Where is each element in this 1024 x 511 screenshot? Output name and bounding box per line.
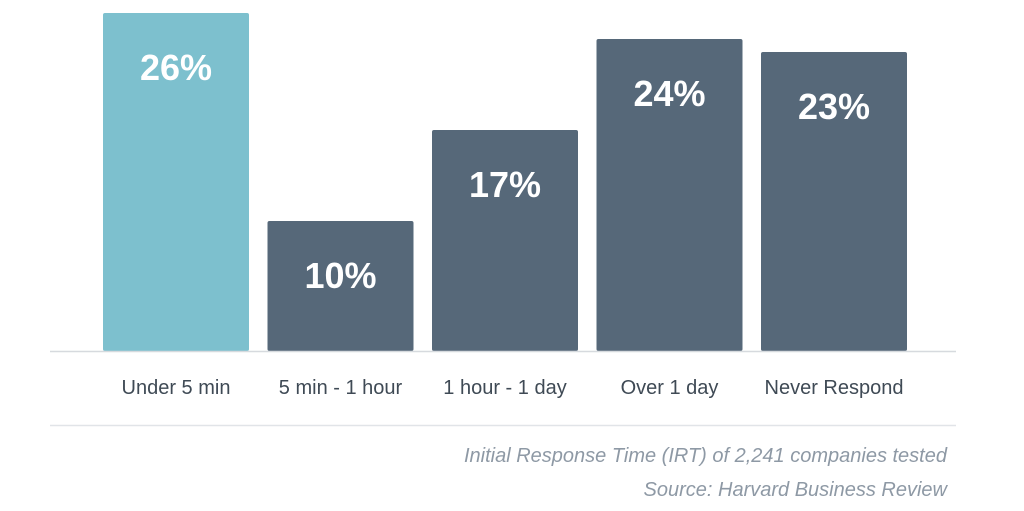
- bar-value-label: 23%: [798, 86, 870, 127]
- footnote-source: Source: Harvard Business Review: [644, 479, 949, 501]
- bar-under-5-min: [103, 13, 249, 351]
- x-tick-label: 1 hour - 1 day: [443, 377, 566, 399]
- bar-value-label: 26%: [140, 47, 212, 88]
- x-tick-label: Never Respond: [765, 377, 904, 399]
- footnote-sample-size: Initial Response Time (IRT) of 2,241 com…: [464, 445, 948, 467]
- bar-over-1-day: [596, 39, 743, 351]
- bar-value-label: 24%: [633, 73, 705, 114]
- x-tick-label: Over 1 day: [621, 377, 719, 399]
- bar-1-hour-1-day: [432, 130, 578, 351]
- x-tick-labels: Under 5 min 5 min - 1 hour 1 hour - 1 day O…: [122, 377, 904, 399]
- bar-5-min-1-hour: [267, 221, 414, 351]
- bar-never-respond: [761, 52, 907, 351]
- bar-value-label: 17%: [469, 164, 541, 205]
- x-tick-label: 5 min - 1 hour: [279, 377, 403, 399]
- bar-value-label: 10%: [304, 255, 376, 296]
- bars-layer: 26% 10% 17% 24% 23%: [103, 13, 907, 351]
- x-tick-label: Under 5 min: [122, 377, 231, 399]
